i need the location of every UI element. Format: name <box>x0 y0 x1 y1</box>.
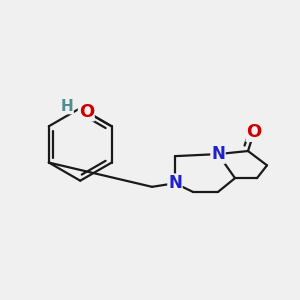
Text: H: H <box>60 98 73 113</box>
Text: O: O <box>246 123 262 141</box>
Text: O: O <box>79 103 94 121</box>
Text: N: N <box>168 174 182 192</box>
Text: N: N <box>211 145 225 163</box>
